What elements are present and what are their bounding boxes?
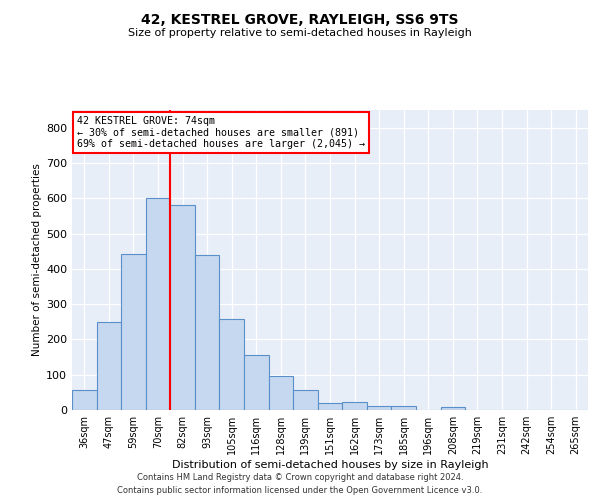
Bar (220, 320, 244, 410)
Bar (72, 390, 97, 410)
Bar (244, 354, 269, 410)
Bar (367, 406, 391, 410)
Bar (293, 390, 318, 410)
Bar (170, 206, 195, 410)
Bar (391, 406, 416, 410)
Bar (318, 403, 342, 410)
Text: Size of property relative to semi-detached houses in Rayleigh: Size of property relative to semi-detach… (128, 28, 472, 38)
Bar (146, 198, 170, 410)
Bar (97, 322, 121, 410)
Y-axis label: Number of semi-detached properties: Number of semi-detached properties (32, 164, 42, 356)
Bar (342, 402, 367, 410)
Bar (121, 254, 146, 410)
X-axis label: Distribution of semi-detached houses by size in Rayleigh: Distribution of semi-detached houses by … (172, 460, 488, 470)
Bar (440, 407, 465, 410)
Text: Contains HM Land Registry data © Crown copyright and database right 2024.
Contai: Contains HM Land Registry data © Crown c… (118, 474, 482, 495)
Text: 42 KESTREL GROVE: 74sqm
← 30% of semi-detached houses are smaller (891)
69% of s: 42 KESTREL GROVE: 74sqm ← 30% of semi-de… (77, 116, 365, 149)
Bar (195, 256, 220, 410)
Bar (269, 376, 293, 410)
Text: 42, KESTREL GROVE, RAYLEIGH, SS6 9TS: 42, KESTREL GROVE, RAYLEIGH, SS6 9TS (141, 12, 459, 26)
